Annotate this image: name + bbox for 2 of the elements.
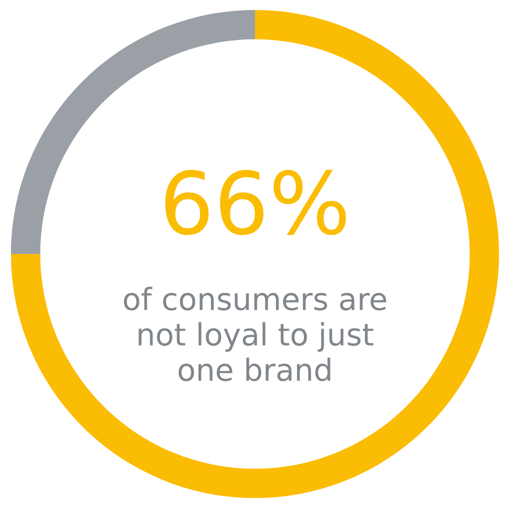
text: of consumers are not loyal to just one brand	[124, 286, 386, 382]
text: 66%	[165, 170, 346, 236]
